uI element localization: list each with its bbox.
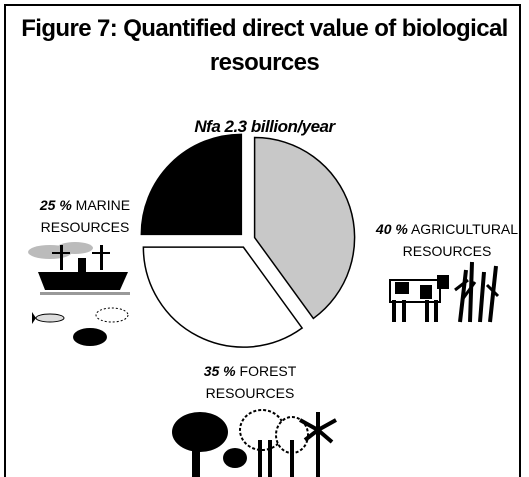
value-label: 40 % — [375, 221, 408, 237]
trees-icon — [172, 409, 337, 477]
value-label: 35 % — [203, 363, 236, 379]
cow-icon — [389, 261, 500, 323]
pie-slice — [142, 246, 304, 348]
chart-subtitle: Nfa 2.3 billion/year — [194, 117, 335, 136]
fish-icon — [32, 307, 129, 346]
slice-label: 25 % MARINE RESOURCES — [20, 194, 150, 238]
value-label: 25 % — [39, 197, 72, 213]
chart-title: Figure 7: Quantified direct value of bio… — [21, 15, 508, 76]
ship-icon — [28, 242, 130, 295]
category-label: MARINE RESOURCES — [40, 197, 131, 235]
pie-slice — [140, 133, 243, 236]
slice-label: 40 % AGRICULTURAL RESOURCES — [372, 218, 522, 262]
category-label: AGRICULTURAL RESOURCES — [402, 221, 519, 259]
pie-slice — [253, 136, 356, 320]
category-label: FOREST RESOURCES — [205, 363, 297, 401]
frame — [4, 4, 521, 477]
slice-label: 35 % FOREST RESOURCES — [185, 360, 315, 404]
